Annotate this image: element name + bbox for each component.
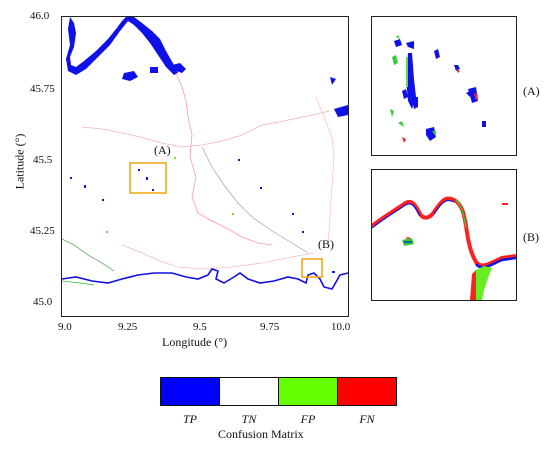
river-bottom-green bbox=[62, 280, 95, 286]
river-top-tp-2 bbox=[172, 63, 186, 73]
y-tick: 45.5 bbox=[33, 154, 53, 166]
legend-label-tp: TP bbox=[182, 412, 197, 426]
river-bottom bbox=[62, 268, 348, 290]
legend-label-fn: FN bbox=[359, 412, 375, 426]
specks bbox=[70, 159, 335, 273]
stream-6 bbox=[315, 96, 335, 248]
y-tick: 45.25 bbox=[30, 225, 55, 237]
y-tick: 45.75 bbox=[30, 83, 55, 95]
inset-a-highlight bbox=[129, 162, 167, 194]
x-tick: 9.25 bbox=[118, 321, 138, 333]
legend-swatch-fn bbox=[337, 377, 397, 406]
x-tick: 10.0 bbox=[331, 321, 351, 333]
stream-1 bbox=[175, 72, 273, 246]
x-tick: 9.0 bbox=[58, 321, 72, 333]
specks-green bbox=[106, 157, 234, 233]
inset-a-marker-label: (A) bbox=[154, 143, 171, 157]
legend-title: Confusion Matrix bbox=[218, 427, 304, 441]
river-top-tp bbox=[66, 17, 178, 75]
y-tick: 46.0 bbox=[30, 10, 50, 22]
inset-a-canvas bbox=[390, 35, 486, 143]
blob-tp-2 bbox=[150, 67, 158, 73]
blob-tp-1 bbox=[122, 71, 138, 81]
inset-b-label: (B) bbox=[523, 230, 539, 244]
inset-b-highlight bbox=[301, 258, 323, 278]
main-map bbox=[61, 16, 349, 317]
stream-5 bbox=[121, 244, 315, 270]
legend-label-tn: TN bbox=[241, 412, 257, 426]
legend-label-fp: FP bbox=[300, 412, 316, 426]
blob-tp-4 bbox=[330, 77, 336, 85]
legend-swatch-tn bbox=[219, 377, 279, 406]
x-tick: 9.75 bbox=[260, 321, 280, 333]
stream-2 bbox=[81, 110, 331, 148]
blob-tp-3 bbox=[334, 105, 348, 117]
legend-swatch-fp bbox=[278, 377, 338, 406]
inset-b-map bbox=[371, 169, 517, 301]
inset-b-marker-label: (B) bbox=[318, 237, 334, 251]
river-b bbox=[372, 196, 516, 268]
inset-b-canvas bbox=[372, 196, 516, 300]
y-tick: 45.0 bbox=[33, 296, 53, 308]
stream-4 bbox=[62, 238, 115, 272]
y-axis-title: Latitude (°) bbox=[12, 133, 27, 190]
x-tick: 9.5 bbox=[193, 321, 207, 333]
inset-a-label: (A) bbox=[523, 84, 540, 98]
legend-swatch-tp bbox=[160, 377, 220, 406]
inset-a-map bbox=[371, 16, 517, 156]
stream-3 bbox=[201, 146, 309, 254]
main-map-canvas bbox=[62, 17, 348, 290]
x-axis-title: Longitude (°) bbox=[162, 335, 228, 349]
